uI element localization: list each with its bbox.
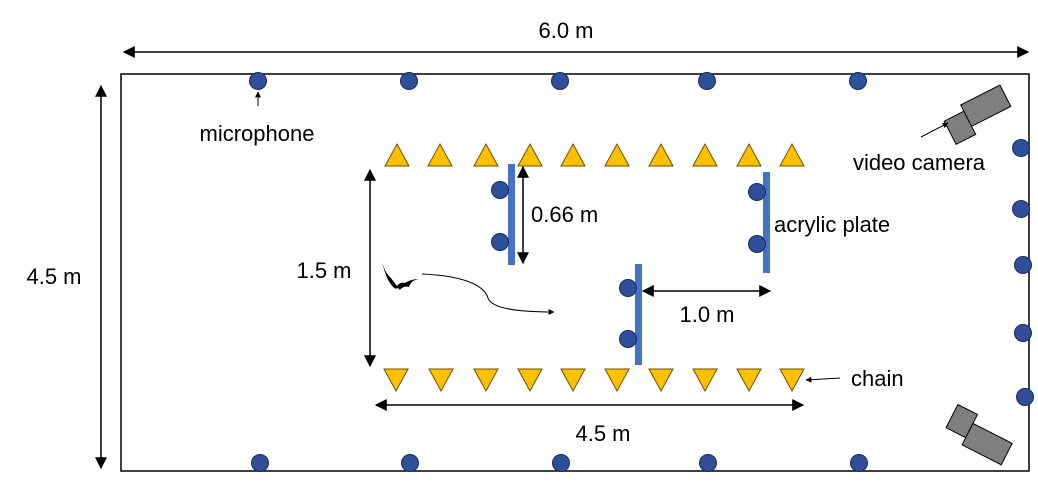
microphone-icon (251, 454, 269, 472)
microphone-icon (491, 233, 509, 251)
right-microphones (1012, 139, 1034, 406)
chain-icon (779, 368, 805, 393)
chain-icon (692, 368, 718, 393)
microphone-icon (400, 72, 418, 90)
chain-icon (560, 142, 586, 167)
microphone-icon (1014, 256, 1032, 274)
chain-icon (427, 142, 453, 167)
video-camera-label: video camera (853, 150, 986, 175)
top-microphones (249, 72, 867, 90)
top-chain-row (384, 142, 805, 167)
chain-icon (604, 142, 630, 167)
chain-icon (384, 142, 410, 167)
chain-icon (692, 142, 718, 167)
microphone-icon (850, 454, 868, 472)
width-total-label: 6.0 m (538, 18, 593, 43)
chain-icon (473, 142, 499, 167)
microphone-label: microphone (200, 121, 315, 146)
chain-label: chain (851, 366, 904, 391)
chain-icon (473, 368, 499, 393)
microphone-icon (748, 183, 766, 201)
chain-icon (648, 368, 674, 393)
microphone-icon (748, 235, 766, 253)
chain-icon (648, 142, 674, 167)
video-camera-pointer (920, 122, 949, 138)
room-outline (120, 73, 1030, 472)
flight-path-arrow (421, 273, 555, 315)
flight-height-label: 1.5 m (296, 258, 351, 283)
bat-icon (382, 262, 419, 290)
microphone-icon (849, 72, 867, 90)
microphone-icon (1012, 200, 1030, 218)
chain-icon (779, 142, 805, 167)
microphone-icon (698, 72, 716, 90)
microphone-icon (699, 454, 717, 472)
acrylic-plate-icon (508, 164, 515, 265)
chain-icon (604, 368, 630, 393)
chain-icon (383, 368, 409, 393)
plate-microphones (491, 181, 766, 348)
microphone-icon (249, 72, 267, 90)
chain-icon (517, 142, 543, 167)
plate-length-label: 0.66 m (531, 202, 598, 227)
acrylic-plate-label: acrylic plate (774, 212, 890, 237)
chain-length-label: 4.5 m (575, 421, 630, 446)
microphone-icon (551, 72, 569, 90)
microphone-icon (552, 454, 570, 472)
chain-icon (736, 142, 762, 167)
microphone-icon (1012, 139, 1030, 157)
chain-icon (428, 368, 454, 393)
microphone-icon (619, 279, 637, 297)
video-camera-icon (943, 84, 1012, 146)
plate-gap-label: 1.0 m (679, 302, 734, 327)
acrylic-plate-icon (635, 264, 642, 365)
microphone-icon (1016, 388, 1034, 406)
microphone-icon (491, 181, 509, 199)
acrylic-plate-icon (763, 172, 770, 273)
video-camera-icon (945, 403, 1013, 466)
chain-icon (517, 368, 543, 393)
chain-pointer (805, 376, 841, 383)
bottom-chain-row (383, 368, 805, 393)
microphone-icon (1014, 324, 1032, 342)
height-total-label: 4.5 m (26, 264, 81, 289)
chain-icon (560, 368, 586, 393)
bottom-microphones (251, 454, 868, 472)
microphone-icon (401, 454, 419, 472)
chain-icon (736, 368, 762, 393)
microphone-icon (619, 330, 637, 348)
